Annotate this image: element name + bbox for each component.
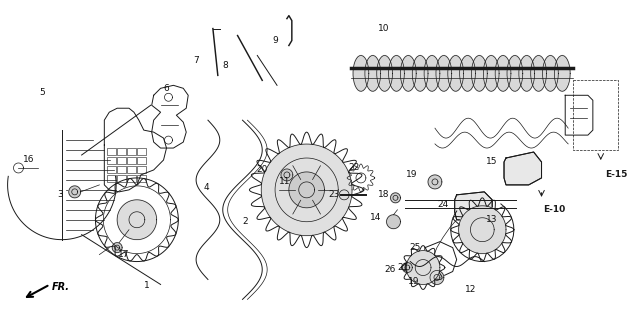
Polygon shape [117, 200, 157, 240]
Text: E-10: E-10 [544, 205, 566, 214]
Polygon shape [389, 55, 404, 91]
Polygon shape [504, 152, 542, 185]
Text: 13: 13 [487, 215, 498, 224]
Polygon shape [387, 215, 401, 229]
Polygon shape [542, 55, 558, 91]
Polygon shape [261, 144, 352, 236]
Bar [117, 148, 126, 155]
Text: 14: 14 [370, 213, 382, 222]
Polygon shape [436, 55, 452, 91]
Bar [127, 157, 136, 164]
Text: 15: 15 [487, 157, 498, 166]
Bar [117, 166, 126, 173]
Bar [137, 157, 146, 164]
Text: 6: 6 [164, 84, 169, 93]
Polygon shape [69, 186, 81, 198]
Polygon shape [459, 55, 475, 91]
Text: 5: 5 [39, 88, 45, 97]
Polygon shape [471, 55, 487, 91]
Polygon shape [391, 193, 401, 203]
Polygon shape [365, 55, 380, 91]
Text: 1: 1 [144, 281, 150, 290]
Polygon shape [483, 55, 499, 91]
Text: 20: 20 [257, 165, 268, 174]
Polygon shape [519, 55, 535, 91]
Polygon shape [401, 55, 416, 91]
Polygon shape [428, 175, 442, 189]
Bar [127, 166, 136, 173]
Text: 7: 7 [193, 56, 199, 65]
Polygon shape [112, 243, 122, 252]
Text: 24: 24 [437, 200, 449, 209]
Bar [107, 157, 116, 164]
Polygon shape [377, 55, 392, 91]
Polygon shape [353, 55, 369, 91]
Text: 8: 8 [223, 61, 229, 70]
Text: 16: 16 [23, 156, 34, 164]
Bar [117, 175, 126, 182]
Text: 23: 23 [329, 190, 340, 199]
Polygon shape [406, 251, 440, 284]
Text: 12: 12 [465, 285, 476, 294]
Bar [137, 166, 146, 173]
Polygon shape [412, 55, 428, 91]
Text: 18: 18 [378, 190, 389, 199]
Polygon shape [430, 270, 444, 284]
Text: 19: 19 [408, 277, 419, 286]
Polygon shape [531, 55, 547, 91]
Text: 21: 21 [398, 263, 409, 272]
Polygon shape [403, 262, 412, 273]
Bar [127, 175, 136, 182]
Polygon shape [554, 55, 570, 91]
Polygon shape [448, 55, 463, 91]
Polygon shape [424, 55, 440, 91]
Text: 4: 4 [203, 183, 209, 192]
Text: 26: 26 [385, 265, 396, 274]
Text: 11: 11 [279, 177, 291, 187]
Polygon shape [459, 206, 506, 253]
Text: E-15: E-15 [605, 170, 627, 179]
Text: 10: 10 [378, 24, 389, 33]
Bar [107, 175, 116, 182]
Polygon shape [289, 172, 324, 208]
Bar [107, 166, 116, 173]
Text: FR.: FR. [52, 283, 70, 292]
Text: 17: 17 [118, 250, 130, 259]
Bar [137, 148, 146, 155]
Bar [127, 148, 136, 155]
Bar [137, 175, 146, 182]
Text: 2: 2 [243, 217, 248, 226]
Text: 3: 3 [57, 190, 63, 199]
Polygon shape [507, 55, 523, 91]
Text: 19: 19 [406, 171, 417, 180]
Polygon shape [454, 192, 492, 222]
Text: 9: 9 [272, 36, 278, 45]
Bar [107, 148, 116, 155]
Bar [573, 80, 617, 150]
Bar [117, 157, 126, 164]
Text: 22: 22 [348, 164, 360, 172]
Text: 25: 25 [410, 243, 421, 252]
Polygon shape [281, 169, 293, 181]
Polygon shape [495, 55, 511, 91]
